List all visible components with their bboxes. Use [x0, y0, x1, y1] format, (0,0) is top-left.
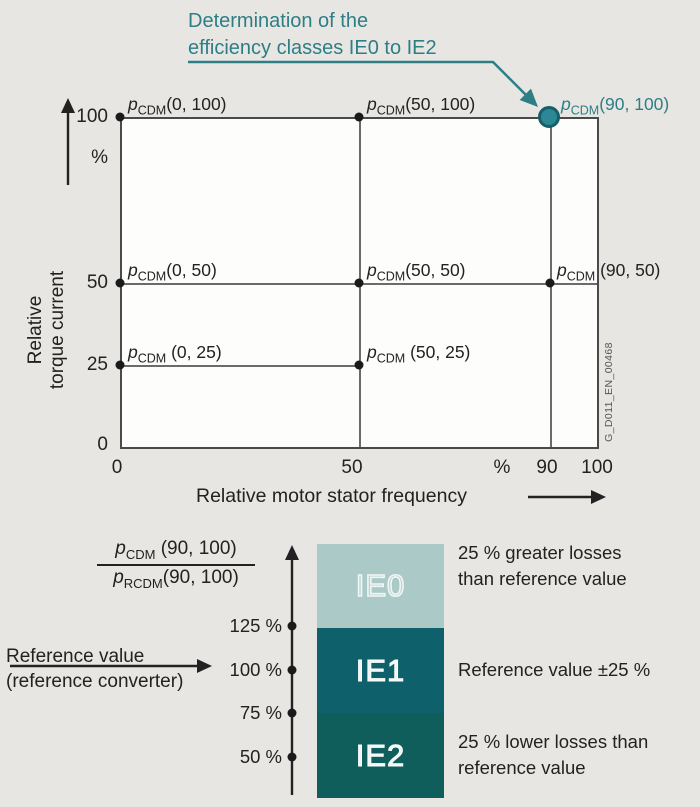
y-tick-0: 0: [97, 434, 108, 455]
ie2-description: 25 % lower losses than reference value: [458, 731, 649, 778]
point-label-90-100: pCDM(90, 100): [561, 94, 670, 118]
y-axis-label: Relative torque current: [25, 270, 68, 390]
data-point-50-100: [354, 112, 364, 122]
point-label-50-25: pCDM (50, 25): [367, 342, 471, 366]
scale-tick-100: 100 %: [229, 659, 282, 680]
p-symbol: p: [367, 342, 377, 362]
p-symbol: p: [128, 342, 138, 362]
grid-line-y25: [122, 365, 359, 367]
scale-tick-125: 125 %: [229, 615, 282, 636]
fraction-denominator: pRCDM(90, 100): [113, 566, 239, 591]
ie2-label: IE2: [355, 737, 406, 773]
p-symbol: p: [128, 94, 138, 114]
p-symbol: p: [367, 260, 377, 280]
reference-value-label: Reference value (reference converter): [6, 646, 184, 692]
title-leader-arrow: [188, 60, 539, 108]
data-point-0-50: [115, 278, 125, 288]
data-point-0-25: [115, 360, 125, 370]
scale-dot-100: [287, 665, 297, 675]
fraction-numerator: pCDM (90, 100): [115, 538, 237, 562]
y-tick-100: 100: [76, 106, 108, 127]
loss-ratio-fraction: pCDM (90, 100) pRCDM(90, 100): [97, 538, 255, 591]
ie0-bar: IE0: [317, 544, 444, 628]
ie1-description: Reference value ±25 %: [458, 659, 651, 680]
figure-title-line2: efficiency classes IE0 to IE2: [188, 37, 437, 59]
ie2-bar: IE2: [317, 713, 444, 798]
x-tick-0: 0: [111, 457, 123, 478]
highlighted-data-point-90-100: [538, 106, 560, 128]
x-tick-50: 50: [341, 457, 363, 478]
ie0-description: 25 % greater losses than reference value: [458, 542, 627, 589]
fraction-bar: [97, 563, 255, 566]
x-tick-100: 100: [581, 457, 613, 478]
data-point-0-100: [115, 112, 125, 122]
y-tick-25: 25: [86, 354, 108, 375]
data-point-50-25: [354, 360, 364, 370]
data-point-90-50: [545, 278, 555, 288]
point-label-50-50: pCDM(50, 50): [367, 260, 466, 284]
y-tick-50: 50: [86, 272, 108, 293]
point-label-0-25: pCDM (0, 25): [128, 342, 222, 366]
figure-title: Determination of the efficiency classes …: [188, 8, 437, 62]
p-symbol: p: [128, 260, 138, 280]
data-point-50-50: [354, 278, 364, 288]
point-label-50-100: pCDM(50, 100): [367, 94, 476, 118]
point-label-90-50: pCDM (90, 50): [557, 260, 661, 284]
scale-dot-75: [287, 708, 297, 718]
y-axis-unit: %: [91, 147, 108, 168]
figure-title-line1: Determination of the: [188, 10, 369, 32]
ie0-label: IE0: [355, 567, 406, 604]
scale-tick-75: 75 %: [239, 702, 282, 723]
p-symbol: p: [113, 566, 124, 588]
x-tick-90: 90: [536, 457, 558, 478]
ie1-bar: IE1: [317, 628, 444, 713]
p-symbol: p: [367, 94, 377, 114]
scale-dot-125: [287, 621, 297, 631]
x-axis-unit: %: [493, 457, 511, 478]
p-symbol: p: [115, 538, 126, 559]
point-label-0-100: pCDM(0, 100): [128, 94, 227, 118]
x-axis-label: Relative motor stator frequency: [196, 485, 467, 507]
scale-tick-50: 50 %: [239, 746, 282, 767]
p-symbol: p: [561, 94, 571, 114]
point-label-0-50: pCDM(0, 50): [128, 260, 217, 284]
p-symbol: p: [557, 260, 567, 280]
scale-dot-50: [287, 752, 297, 762]
ie1-label: IE1: [355, 652, 406, 688]
document-code: G_D011_EN_00468: [603, 342, 615, 442]
